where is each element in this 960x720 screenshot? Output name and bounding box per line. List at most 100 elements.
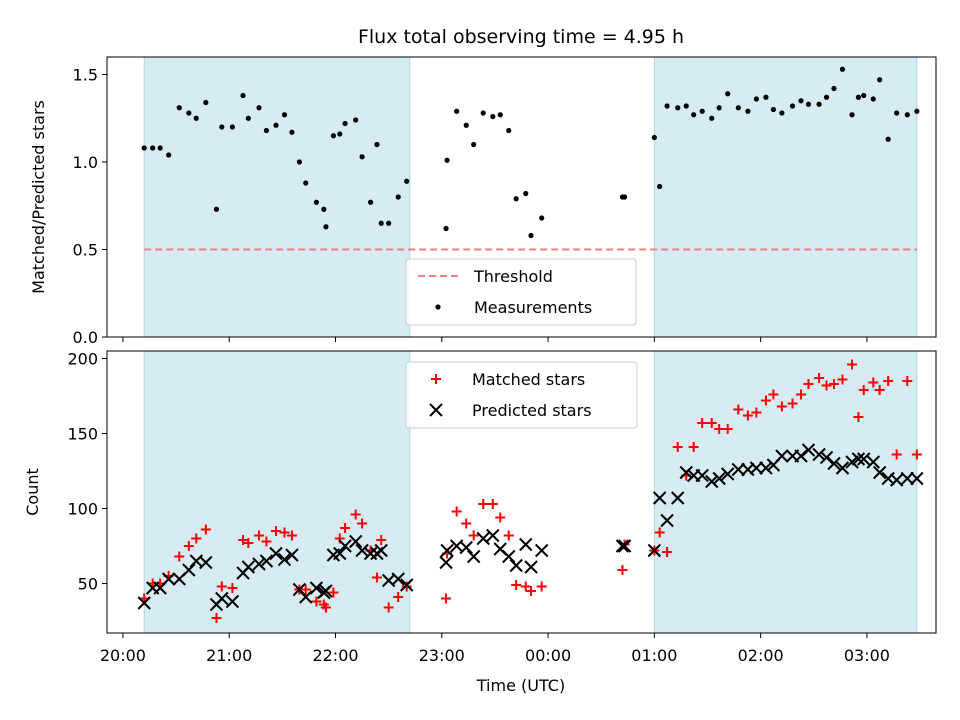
measurement-point [353, 117, 359, 123]
matched-stars-point [697, 418, 708, 428]
matched-stars-point [536, 581, 547, 592]
predicted-stars-point [731, 462, 746, 477]
predicted-stars-point [161, 572, 176, 586]
measurement-point [513, 196, 519, 202]
predicted-stars-point [374, 543, 388, 558]
bot-shaded-interval-0 [143, 350, 411, 634]
predicted-stars-point [269, 546, 283, 561]
matched-stars-point [874, 385, 885, 395]
matched-stars-point [706, 418, 717, 428]
matched-stars-point [311, 596, 322, 607]
predicted-stars-point [486, 528, 500, 543]
matched-stars-point [253, 530, 264, 541]
measurement-point [313, 199, 319, 205]
measurement-point [219, 124, 225, 130]
measurement-point [849, 112, 855, 118]
predicted-stars-point [363, 546, 378, 561]
measurement-point [203, 99, 209, 106]
predicted-stars-point [857, 452, 871, 466]
matched-stars-point [478, 499, 489, 509]
legend-matched-swatch [431, 374, 441, 384]
top-panel: 0.0 0.5 1.0 1.5 Matched/Predicted stars Thr… [29, 56, 937, 347]
measurement-point [367, 199, 374, 205]
measurement-point [303, 180, 309, 186]
legend-threshold-label: Threshold [473, 267, 553, 286]
matched-stars-point [911, 449, 922, 460]
measurement-point [193, 115, 199, 121]
measurements-series [141, 66, 920, 239]
predicted-stars-point [819, 450, 834, 465]
measurement-point [709, 115, 715, 121]
predicted-stars-point [534, 543, 549, 558]
matched-stars-point [847, 359, 858, 370]
predicted-stars-point [439, 555, 453, 570]
matched-stars-point [776, 401, 787, 412]
predicted-stars-point [182, 563, 196, 577]
matched-stars-point [688, 442, 699, 452]
top-legend-box [405, 258, 637, 326]
predicted-stars-point [647, 543, 662, 558]
predicted-stars-point [617, 539, 632, 553]
measurement-point [735, 105, 741, 111]
top-y-axis-label: Matched/Predicted stars [29, 100, 48, 294]
measurement-point [330, 133, 336, 139]
measurement-point [443, 225, 449, 232]
measurement-point [763, 94, 769, 100]
matched-stars-point [216, 581, 227, 592]
bottom-y-ticks: 50 100 150 200 [67, 350, 107, 594]
measurement-point [321, 206, 327, 212]
matched-stars-point [320, 602, 331, 613]
x-tick-label: 01:00 [631, 646, 677, 665]
matched-stars-point [401, 581, 412, 592]
predicted-stars-point [775, 449, 789, 463]
measurement-point [770, 106, 776, 113]
predicted-stars-point [459, 540, 473, 555]
measurement-point [263, 127, 270, 134]
measurement-point [664, 103, 670, 109]
measurement-point [789, 103, 796, 109]
measurement-point [289, 129, 295, 135]
predicted-stars-point [866, 455, 881, 469]
predicted-stars-point [225, 594, 240, 609]
x-tick-label: 02:00 [738, 646, 784, 665]
top-shaded-intervals [143, 56, 918, 338]
matched-stars-point [654, 527, 665, 538]
measurement-point [877, 77, 883, 83]
series-measurements [141, 66, 920, 239]
matched-stars-point [183, 541, 194, 551]
bot-ytick-label: 150 [67, 425, 98, 444]
measurement-point [240, 92, 246, 99]
matched-stars-point [751, 407, 762, 418]
measurement-point [823, 94, 830, 100]
top-shaded-interval-1 [653, 56, 918, 338]
matched-stars-point [511, 580, 522, 590]
measurement-point [539, 215, 545, 221]
predicted-stars-point [199, 555, 213, 570]
matched-stars-point [376, 535, 387, 545]
predicted-stars-point [137, 596, 151, 610]
measurement-point [855, 94, 862, 100]
measurement-point [691, 112, 697, 118]
predicted-stars-point [872, 465, 887, 480]
matched-stars-point [828, 379, 839, 389]
measurement-point [528, 232, 534, 239]
measurement-point [342, 120, 348, 127]
matched-stars-point [451, 506, 462, 517]
legend-predicted-label: Predicted stars [472, 401, 592, 420]
measurement-point [273, 122, 279, 128]
measurement-point [281, 112, 288, 118]
measurement-point [323, 224, 329, 230]
matched-stars-point [340, 523, 351, 533]
matched-stars-point [742, 410, 753, 421]
matched-stars-point [821, 380, 832, 391]
measurement-point [885, 136, 891, 142]
legend-measurements-label: Measurements [474, 298, 592, 317]
top-shaded-interval-0 [143, 56, 411, 338]
predicted-stars-point [671, 491, 685, 505]
predicted-stars-point [338, 539, 352, 553]
matched-stars-point [714, 424, 725, 434]
predicted-stars-point [285, 548, 299, 562]
matched-stars-point [191, 533, 202, 544]
predicted-stars-point [348, 534, 363, 549]
measurement-point [374, 141, 380, 148]
